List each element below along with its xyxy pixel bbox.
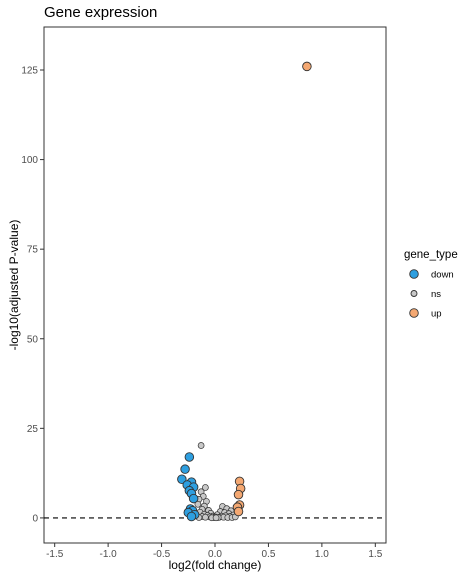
chart-title: Gene expression	[44, 4, 157, 21]
y-tick-label: 50	[27, 334, 39, 345]
x-tick-label: 1.5	[368, 549, 382, 560]
x-tick-label: 0.5	[261, 549, 275, 560]
legend: gene_type down ns up	[404, 249, 458, 320]
point-ns	[212, 514, 220, 522]
legend-key-up	[409, 308, 419, 318]
x-tick-label: 0.0	[208, 549, 222, 560]
point-up	[233, 506, 244, 517]
x-tick-label: 1.0	[315, 549, 329, 560]
y-tick-label: 25	[27, 424, 39, 435]
point-ns	[197, 442, 205, 449]
x-tick-label: -1.0	[100, 549, 118, 560]
plot-panel	[43, 26, 387, 544]
x-axis-title: log2(fold change)	[169, 558, 262, 572]
legend-label-ns: ns	[431, 289, 441, 300]
point-down	[184, 452, 195, 462]
x-tick-label: -0.5	[153, 549, 171, 560]
point-down	[180, 464, 190, 474]
y-tick-label: 125	[21, 66, 38, 77]
point-ns	[202, 484, 209, 491]
y-axis-title: -log10(adjusted P-value)	[7, 220, 21, 351]
point-ns	[202, 513, 209, 521]
x-tick-label: -1.5	[46, 549, 64, 560]
point-up	[302, 61, 312, 72]
y-tick-label: 100	[21, 155, 38, 166]
legend-title: gene_type	[404, 249, 458, 261]
legend-key-ns	[410, 290, 418, 297]
legend-label-down: down	[431, 270, 454, 281]
y-tick-label: 0	[32, 513, 38, 524]
legend-key-down	[409, 269, 419, 279]
point-up	[233, 489, 244, 500]
point-down	[186, 511, 197, 522]
point-down	[188, 493, 199, 504]
point-ns	[194, 500, 202, 508]
point-down	[177, 474, 187, 484]
legend-label-up: up	[431, 309, 442, 320]
y-tick-label: 75	[27, 245, 39, 256]
